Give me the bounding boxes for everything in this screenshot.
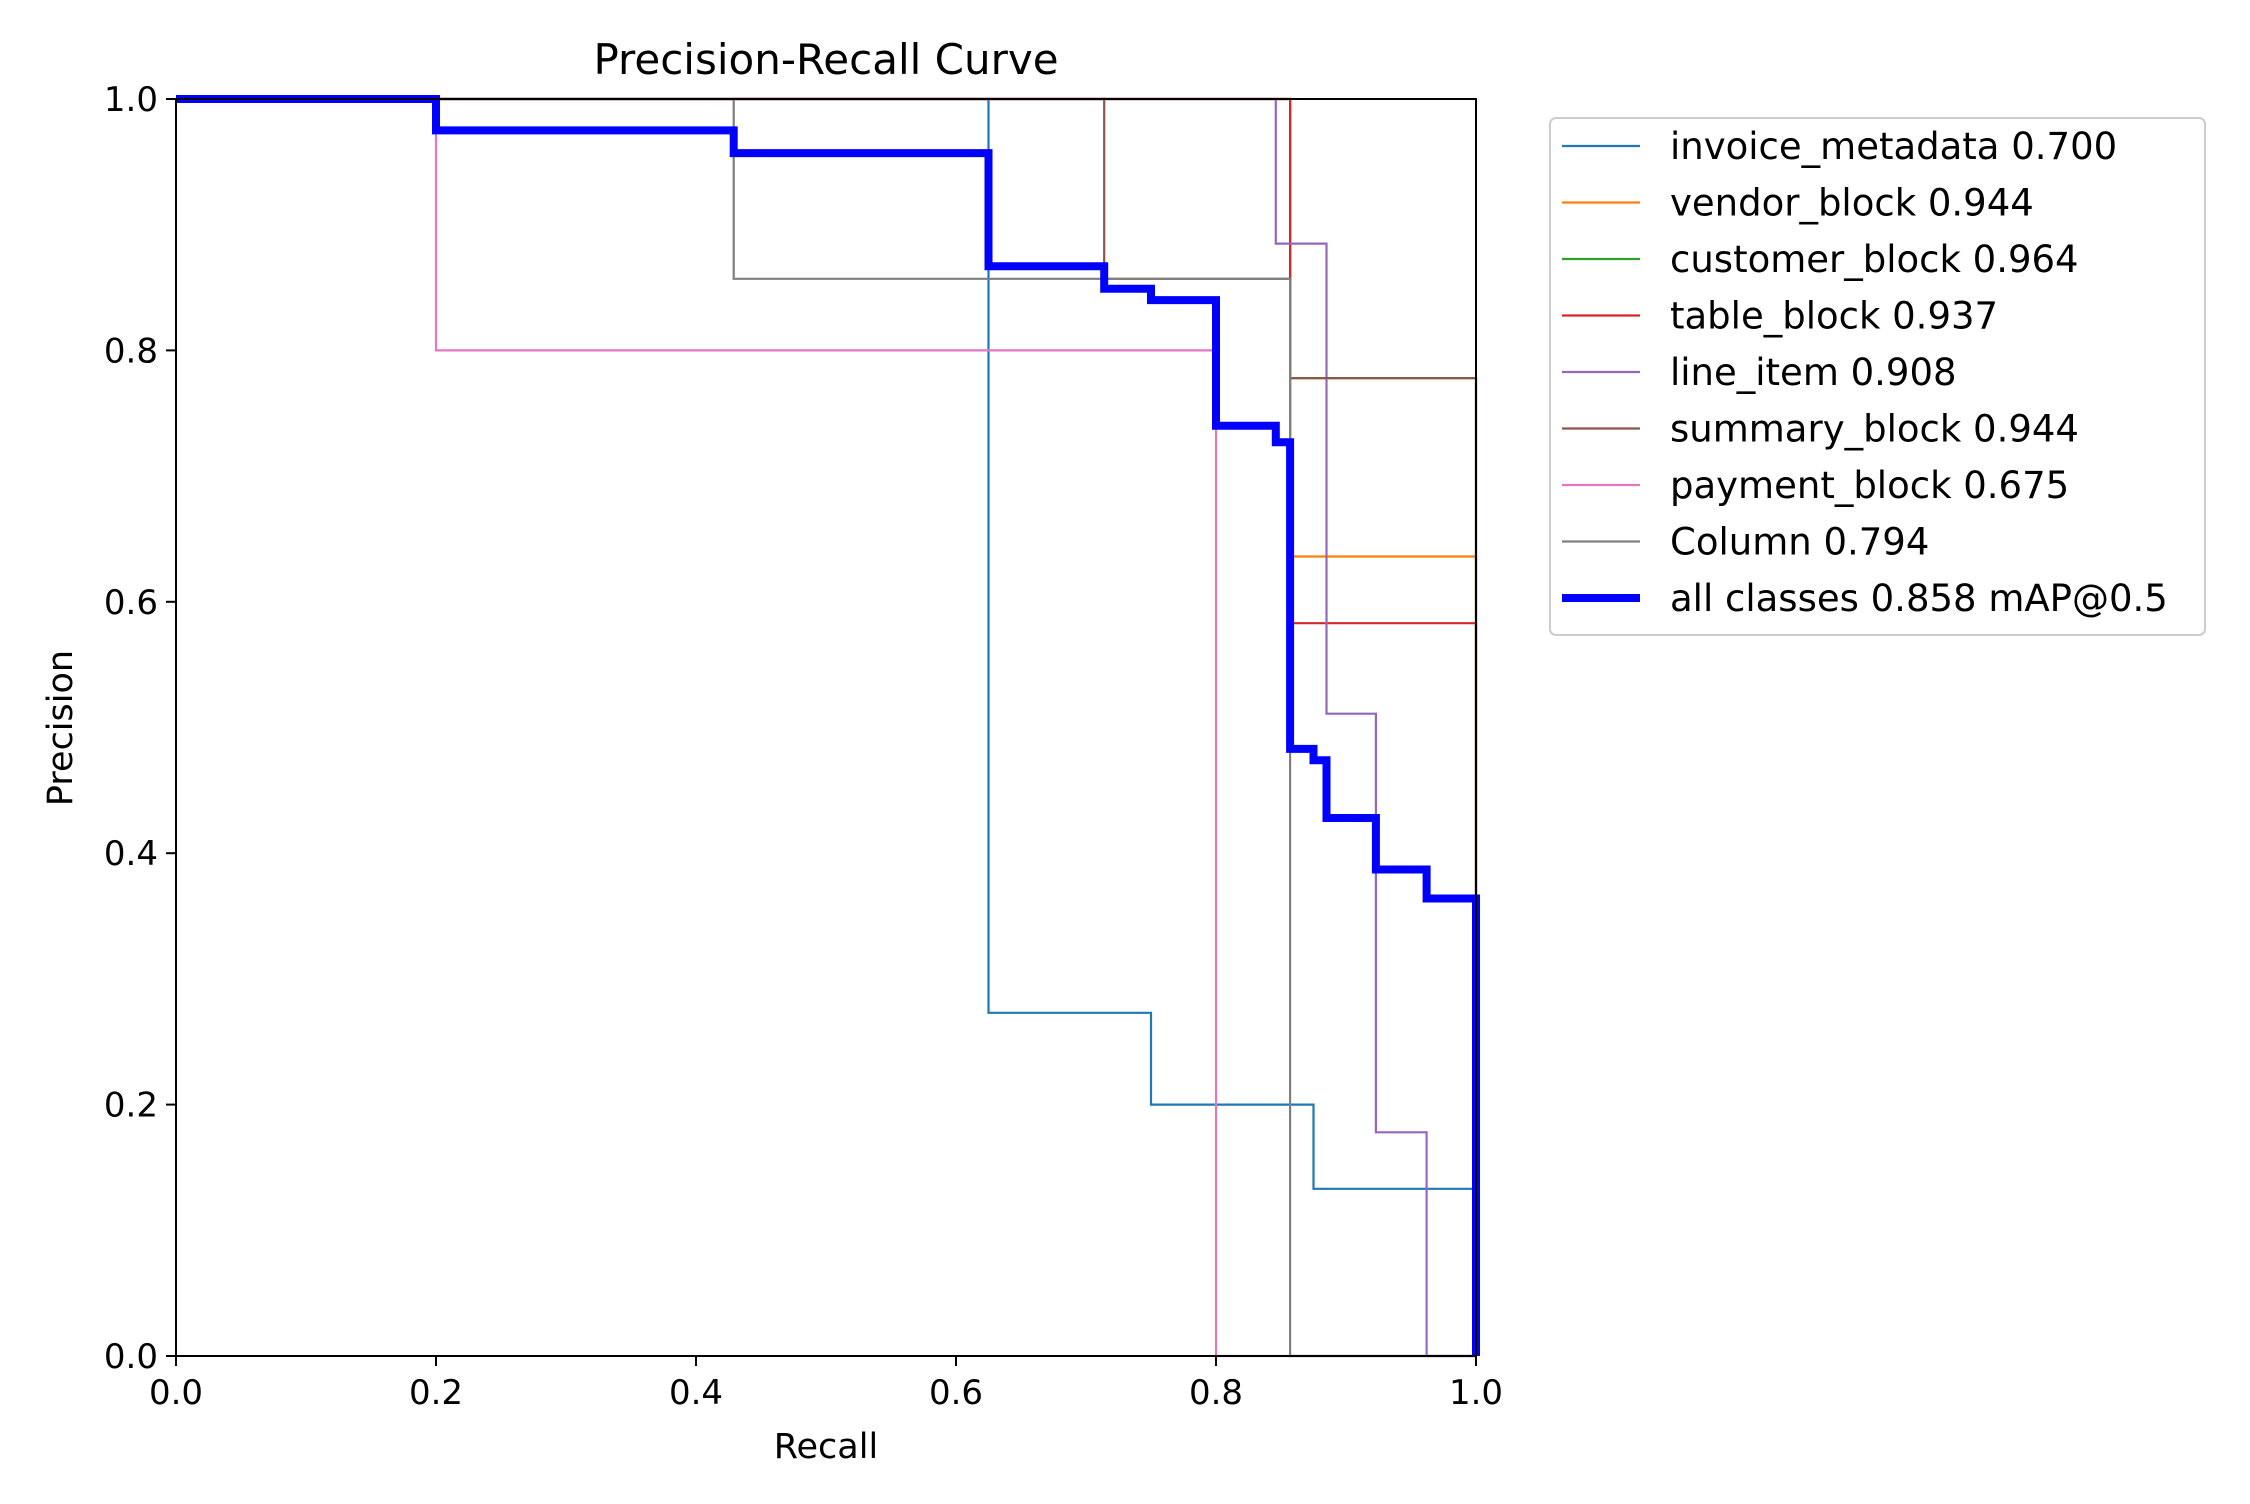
legend-box	[1549, 117, 2206, 636]
legend-items: invoice_metadata 0.700 vendor_block 0.944…	[1562, 125, 2168, 620]
chart-title: Precision-Recall Curve	[593, 35, 1058, 84]
legend-label: vendor_block 0.944	[1670, 182, 2034, 225]
y-tick-label: 0.0	[104, 1337, 158, 1377]
legend-label: table_block 0.937	[1670, 295, 1998, 338]
x-tick-label: 0.4	[669, 1373, 723, 1413]
x-axis: 0.0 0.2 0.4 0.6 0.8 1.0	[149, 1356, 1503, 1413]
y-tick-label: 0.4	[104, 834, 158, 874]
series-line-all-all	[176, 95, 1480, 1356]
legend-label: all classes 0.858 mAP@0.5	[1670, 577, 2168, 620]
series-line-payment-block	[176, 97, 1476, 1358]
legend-label: summary_block 0.944	[1670, 408, 2079, 451]
series-line-line-item	[176, 97, 1476, 1358]
y-tick-label: 0.8	[104, 331, 158, 371]
series-line-vendor-block	[176, 97, 1478, 1356]
y-tick-label: 0.6	[104, 583, 158, 623]
legend-label: customer_block 0.964	[1670, 238, 2079, 281]
x-axis-label: Recall	[774, 1427, 878, 1467]
legend-label: invoice_metadata 0.700	[1670, 125, 2117, 168]
y-axis-label: Precision	[41, 650, 81, 806]
plot-frame	[175, 98, 1477, 1357]
legend-label: Column 0.794	[1670, 521, 1929, 564]
x-tick-label: 0.2	[409, 1373, 463, 1413]
legend: invoice_metadata 0.700 vendor_block 0.944…	[1549, 117, 2206, 636]
y-tick-label: 1.0	[104, 80, 158, 120]
legend-label: payment_block 0.675	[1670, 464, 2069, 507]
legend-label: line_item 0.908	[1670, 351, 1957, 394]
y-axis: 0.0 0.2 0.4 0.6 0.8 1.0	[104, 80, 176, 1377]
x-tick-label: 0.8	[1189, 1373, 1243, 1413]
x-tick-label: 1.0	[1449, 1373, 1503, 1413]
series-line-customer-block	[176, 97, 1478, 1356]
series-line-table-block	[176, 97, 1478, 1356]
x-tick-label: 0.0	[149, 1373, 203, 1413]
series-line-summary-block	[176, 97, 1478, 1356]
series-line-column	[176, 97, 1476, 1358]
y-tick-label: 0.2	[104, 1086, 158, 1126]
series-layer	[176, 95, 1480, 1358]
series-line-invoice-metadata	[176, 97, 1478, 1356]
x-tick-label: 0.6	[929, 1373, 983, 1413]
